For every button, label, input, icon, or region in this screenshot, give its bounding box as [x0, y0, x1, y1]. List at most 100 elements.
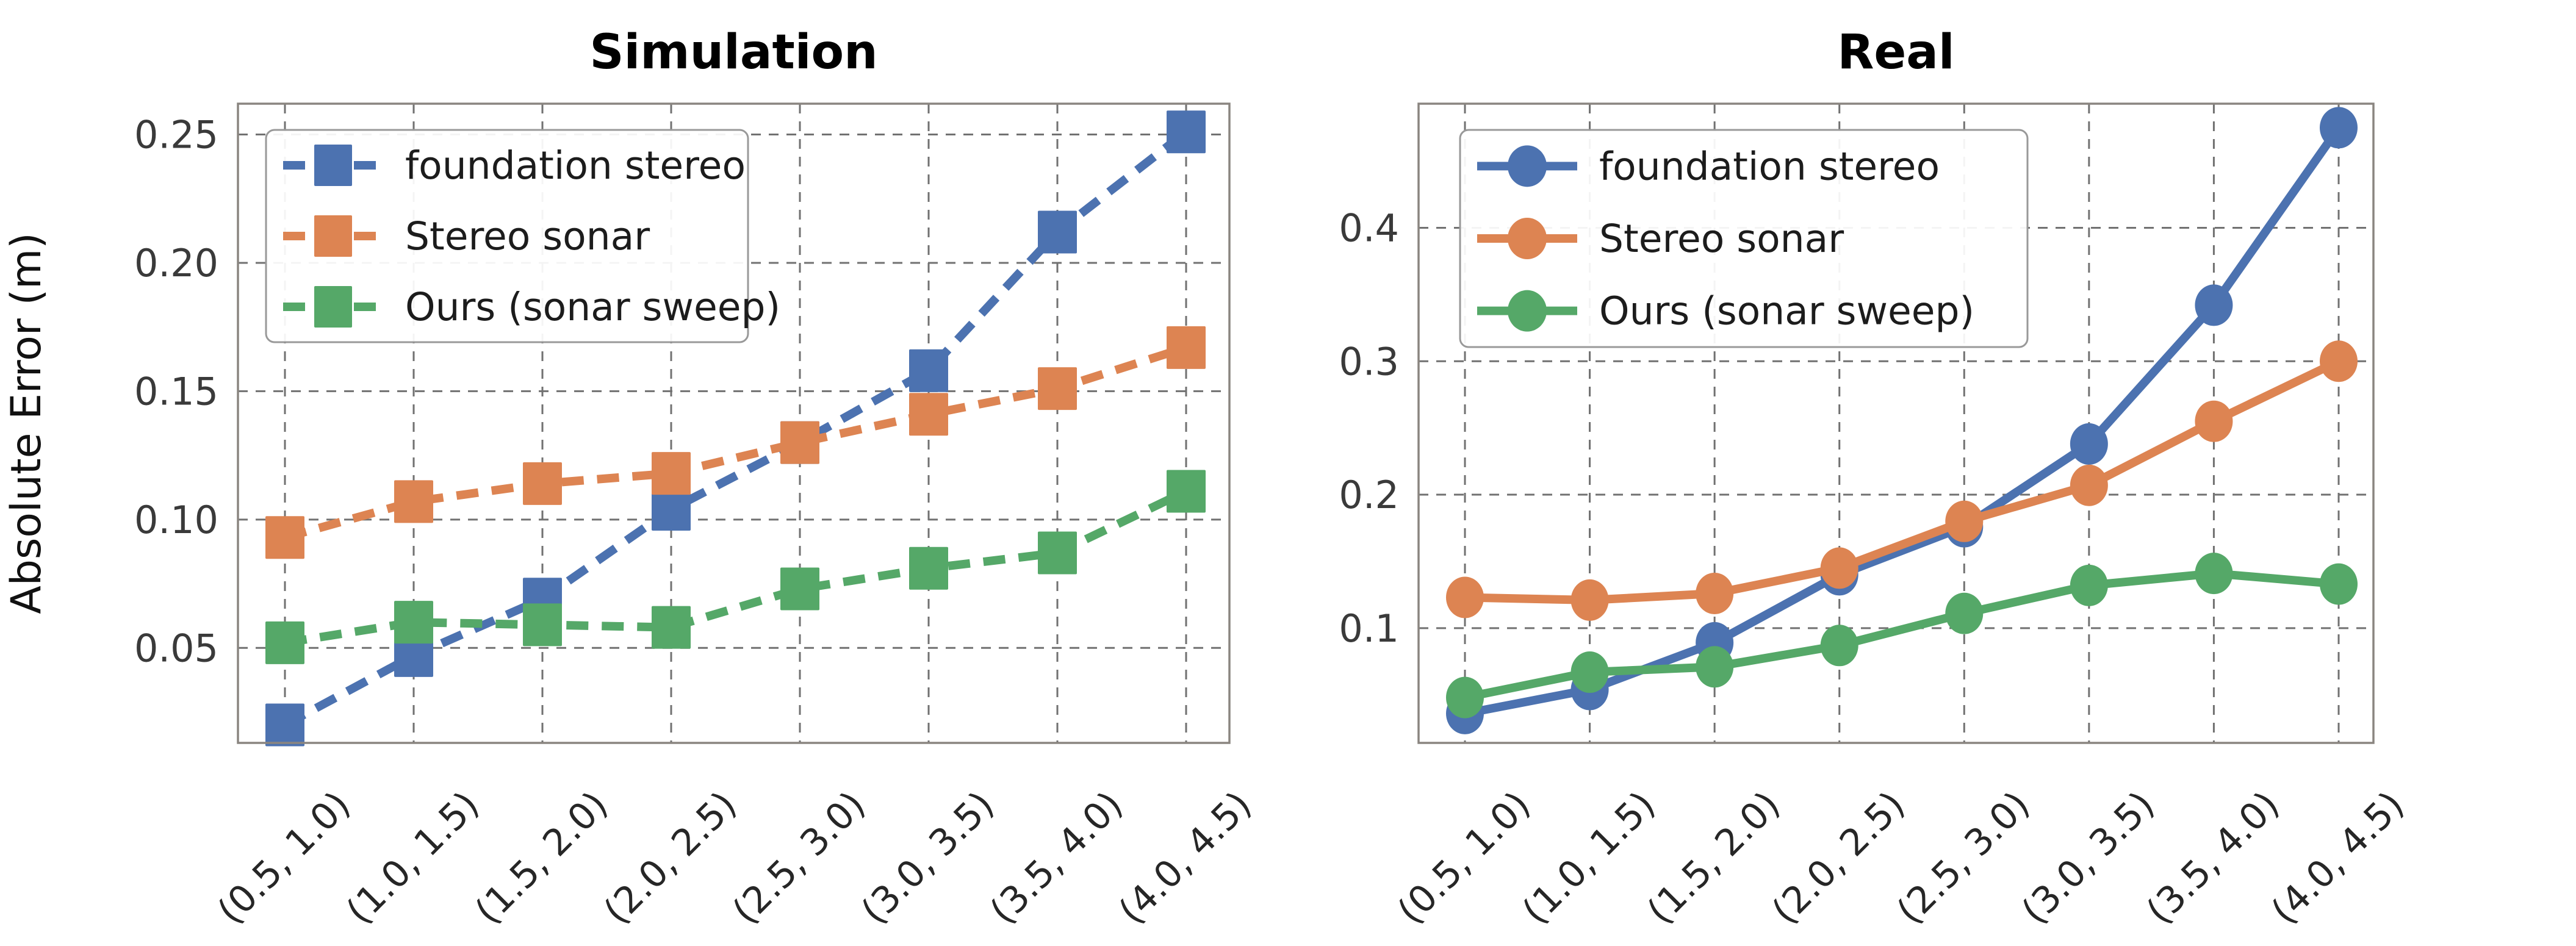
y-tick-label: 0.15	[134, 369, 218, 414]
legend-entry-1: Stereo sonar	[1477, 217, 1844, 261]
data-point-marker	[523, 603, 562, 647]
legend-entry-0: foundation stereo	[283, 143, 746, 188]
legend-entry-0: foundation stereo	[1477, 144, 1940, 188]
x-tick-label: (1.5, 2.0)	[1639, 783, 1788, 933]
plot-frame	[1417, 102, 2375, 744]
y-tick-label: 0.10	[134, 498, 218, 542]
series-line-2	[284, 487, 1189, 647]
x-tick-label: (0.5, 1.0)	[1389, 783, 1539, 933]
series-line-1	[1464, 357, 2341, 604]
simulation-plot: 0.05 0.10 0.15 0.20 0.25 (0.5, 1.0)(1.0, 1.5)…	[2, 25, 1260, 933]
data-point-marker	[2070, 423, 2108, 465]
data-point-marker	[1446, 576, 1484, 618]
x-tick-label: (2.0, 2.5)	[1764, 783, 1913, 933]
series-markers-2	[1446, 553, 2358, 718]
data-point-marker	[1570, 579, 1609, 621]
legend-entry-2: Ours (sonar sweep)	[283, 285, 780, 329]
real-plot: 0.1 0.2 0.3 0.4 (0.5, 1.0)(1.0, 1.5)(1.5, 2.…	[1339, 25, 2412, 933]
legend-square-marker-icon	[314, 145, 352, 186]
data-point-marker	[265, 703, 304, 747]
data-point-marker	[2195, 400, 2233, 442]
data-point-marker	[1696, 646, 1734, 688]
series-line-1	[284, 343, 1188, 542]
legend-entry-2: Ours (sonar sweep)	[1477, 289, 1974, 334]
data-point-marker	[1696, 572, 1734, 614]
x-tick-label: (2.5, 3.0)	[724, 783, 874, 933]
series-markers-1	[265, 326, 1206, 559]
data-point-marker	[909, 349, 948, 392]
data-point-marker	[394, 480, 433, 523]
x-axis: (0.5, 1.0)(1.0, 1.5)(1.5, 2.0)(2.0, 2.5)…	[209, 783, 1260, 933]
data-point-marker	[2320, 107, 2358, 149]
x-tick-label: (1.0, 1.5)	[1514, 783, 1664, 933]
data-point-marker	[265, 516, 304, 559]
y-tick-label: 0.25	[134, 113, 218, 157]
data-point-marker	[1570, 651, 1609, 693]
data-point-marker	[1167, 470, 1206, 513]
data-point-marker	[2320, 563, 2358, 605]
data-point-marker	[1038, 531, 1077, 575]
data-point-marker	[652, 452, 691, 495]
x-tick-label: (2.0, 2.5)	[595, 783, 745, 933]
data-point-marker	[1038, 367, 1077, 410]
chart-title: Simulation	[589, 25, 877, 80]
x-tick-label: (3.0, 3.5)	[2013, 783, 2163, 933]
chart-real: 0.1 0.2 0.3 0.4 (0.5, 1.0) (1.0, 1.5) (1.5, 2.…	[1287, 0, 2576, 946]
legend-box	[1459, 129, 2029, 348]
legend-circle-marker-icon	[1508, 218, 1547, 259]
data-point-marker	[909, 393, 948, 436]
data-point-marker	[1167, 110, 1206, 154]
y-tick-label: 0.05	[134, 626, 218, 670]
x-tick-label: (4.0, 4.5)	[1110, 783, 1260, 933]
data-point-marker	[2320, 340, 2358, 382]
plot-frame	[237, 102, 1231, 744]
legend-circle-marker-icon	[1508, 145, 1547, 187]
y-axis: 0.1 0.2 0.3 0.4	[1339, 206, 1399, 650]
data-point-marker	[780, 567, 819, 611]
x-tick-label: (2.5, 3.0)	[1889, 783, 2038, 933]
data-point-marker	[780, 421, 819, 464]
data-point-marker	[1945, 592, 1984, 634]
data-point-marker	[1446, 676, 1484, 718]
x-tick-label: (3.5, 4.0)	[982, 783, 1131, 933]
series-markers-2	[265, 470, 1206, 664]
data-point-marker	[2070, 464, 2108, 506]
x-tick-label: (3.0, 3.5)	[853, 783, 1002, 933]
legend-entry-1: Stereo sonar	[283, 214, 650, 259]
y-tick-label: 0.3	[1339, 339, 1399, 384]
data-point-marker	[394, 634, 433, 677]
x-tick-label: (0.5, 1.0)	[209, 783, 359, 933]
series-line-0	[282, 128, 1189, 729]
data-point-marker	[1820, 625, 1858, 667]
y-tick-label: 0.2	[1339, 473, 1399, 517]
data-point-marker	[909, 546, 948, 590]
data-point-marker	[1820, 547, 1858, 589]
x-tick-label: (1.5, 2.0)	[467, 783, 616, 933]
series-line-0	[1464, 125, 2342, 718]
x-axis: (0.5, 1.0)(1.0, 1.5)(1.5, 2.0)(2.0, 2.5)…	[1389, 783, 2412, 933]
data-point-marker	[2195, 284, 2233, 326]
y-axis: 0.05 0.10 0.15 0.20 0.25	[134, 113, 218, 671]
legend-circle-marker-icon	[1508, 290, 1547, 332]
data-point-marker	[265, 621, 304, 664]
legend-label: foundation stereo	[1599, 144, 1940, 188]
series-line-2	[1464, 569, 2339, 702]
data-point-marker	[2195, 553, 2233, 595]
legend-square-marker-icon	[314, 215, 352, 257]
y-axis-label: Absolute Error (m)	[2, 232, 51, 614]
data-point-marker	[523, 462, 562, 505]
legend-label: Ours (sonar sweep)	[1599, 289, 1974, 334]
y-tick-label: 0.20	[134, 241, 218, 285]
series-markers-1	[1446, 340, 2358, 621]
data-point-marker	[652, 487, 691, 531]
data-point-marker	[394, 601, 433, 644]
legend-box	[265, 129, 749, 343]
data-point-marker	[1945, 500, 1984, 542]
x-tick-label: (1.0, 1.5)	[338, 783, 487, 933]
x-tick-label: (4.0, 4.5)	[2263, 783, 2412, 933]
legend-label: foundation stereo	[405, 143, 746, 188]
chart-simulation: 0.05 0.10 0.15 0.20 0.25 (0.5, 1.0) (1.0, 1.5)…	[0, 0, 1287, 946]
data-point-marker	[2070, 564, 2108, 606]
legend-label: Ours (sonar sweep)	[405, 285, 780, 329]
